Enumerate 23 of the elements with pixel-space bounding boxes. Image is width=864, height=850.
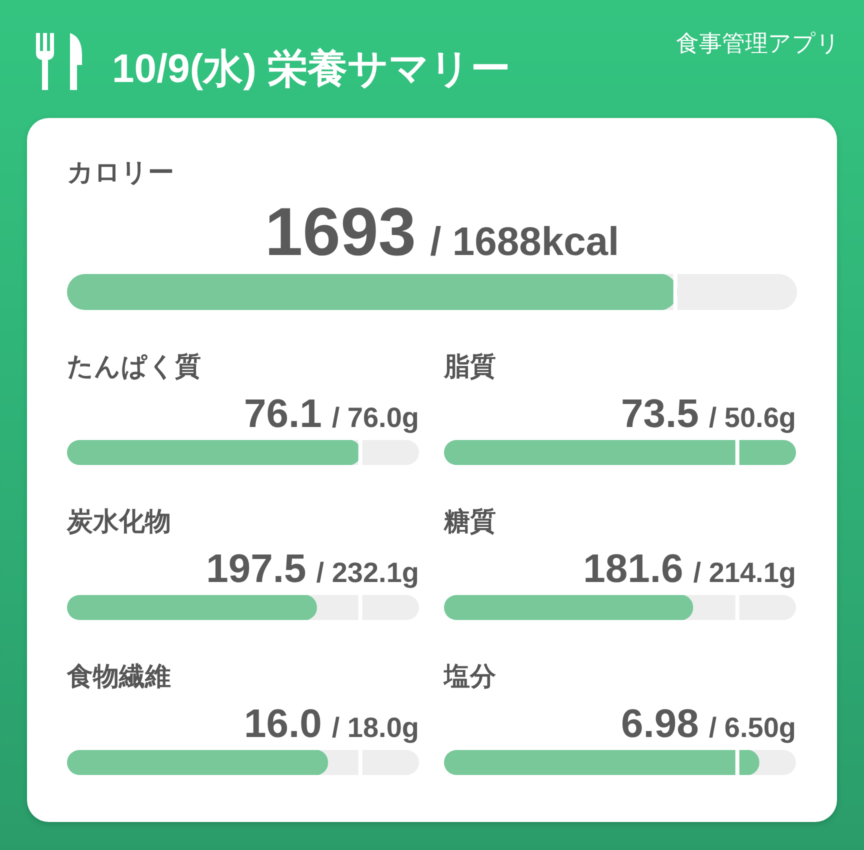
text: たんぱく質 [67,351,201,382]
data-label: 181.6 [583,547,684,591]
data-label: / 6.50g [708,712,796,743]
data-label: 1693 [264,194,416,270]
data-label: / 232.1g [316,557,420,588]
text: 糖質 [443,506,496,536]
data-label: / 1688kcal [430,220,620,264]
text: 脂質 [443,351,496,382]
text: 炭水化物 [66,506,171,536]
text: 食事管理アプリ [676,30,840,57]
text: 塩分 [443,661,497,692]
data-label: / 50.6g [708,402,796,433]
text: 10/9(水) 栄養サマリー [112,46,511,93]
data-label: / 76.0g [332,402,420,433]
data-label: 197.5 [206,547,306,591]
data-label: 16.0 [244,702,322,746]
data-label: / 214.1g [693,557,796,588]
text: 食物繊維 [66,661,171,692]
text: カロリー [67,157,174,188]
data-label: 6.98 [620,702,699,746]
data-label: / 18.0g [332,712,420,743]
data-label: 76.1 [244,392,322,436]
data-label: 73.5 [620,392,699,436]
